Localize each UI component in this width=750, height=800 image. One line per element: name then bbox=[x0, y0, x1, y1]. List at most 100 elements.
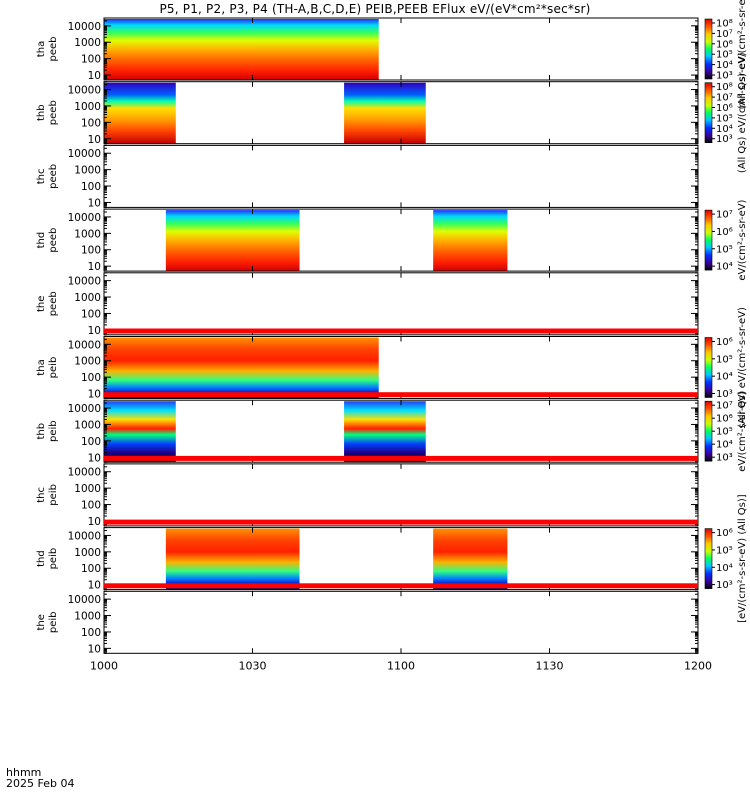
colorbar bbox=[704, 528, 713, 589]
flag-bar bbox=[104, 392, 698, 398]
y-tick-label: 10 bbox=[88, 580, 101, 592]
data-block bbox=[165, 210, 300, 272]
y-tick-label: 10000 bbox=[68, 212, 101, 224]
panel-thb-peib: 10000 1000 100 10 thb peib 10⁷ 10⁶ 10⁵ 10⁴ 10³ eV/(… bbox=[36, 391, 748, 472]
y-label-species: peib bbox=[48, 484, 59, 506]
colorbar bbox=[704, 18, 713, 80]
y-tick-label: 10000 bbox=[68, 85, 101, 97]
date-label: 2025 Feb 04 bbox=[6, 777, 75, 790]
y-tick-label: 10000 bbox=[68, 594, 101, 606]
y-label-species: peeb bbox=[48, 37, 59, 62]
y-tick-label: 10 bbox=[88, 134, 101, 146]
data-block bbox=[344, 401, 426, 463]
colorbar-tick-label: 10⁶ bbox=[716, 528, 733, 539]
y-tick-label: 100 bbox=[81, 54, 101, 66]
colorbar bbox=[704, 400, 713, 462]
y-tick-label: 1000 bbox=[74, 37, 101, 49]
y-tick-label: 10 bbox=[88, 197, 101, 209]
x-tick-label: 1100 bbox=[387, 659, 415, 672]
y-tick-label: 1000 bbox=[74, 292, 101, 304]
y-label-probe: thc bbox=[36, 169, 47, 185]
x-tick-label: 1030 bbox=[239, 659, 267, 672]
colorbar-tick-label: 10⁴ bbox=[716, 262, 733, 273]
colorbar-tick-label: 10⁶ bbox=[716, 39, 733, 50]
data-block bbox=[344, 82, 426, 144]
colorbar-tick-label: 10⁸ bbox=[716, 19, 733, 30]
y-label-probe: thc bbox=[36, 487, 47, 503]
colorbar-tick-label: 10⁵ bbox=[716, 354, 733, 365]
y-label-species: peeb bbox=[48, 291, 59, 316]
y-label-species: peib bbox=[48, 548, 59, 570]
y-label-species: peeb bbox=[48, 164, 59, 189]
data-block bbox=[104, 337, 379, 399]
panel-thd-peeb: 10000 1000 100 10 thd peeb 10⁷ 10⁶ 10⁵ 10⁴ eV/(cm²… bbox=[36, 199, 748, 280]
panel-frame bbox=[103, 463, 699, 527]
panel-frame bbox=[103, 272, 699, 336]
x-tick-label: 1000 bbox=[90, 659, 118, 672]
colorbar-tick-label: 10⁷ bbox=[716, 93, 733, 104]
flag-bar bbox=[104, 583, 698, 589]
x-tick-label: 1130 bbox=[536, 659, 564, 672]
y-tick-label: 1000 bbox=[74, 611, 101, 623]
y-label-probe: tha bbox=[36, 359, 47, 375]
colorbar-tick-label: 10³ bbox=[716, 580, 733, 591]
colorbar-tick-label: 10⁶ bbox=[716, 103, 733, 114]
colorbar-tick-label: 10⁵ bbox=[716, 427, 733, 438]
panel-frame bbox=[103, 590, 699, 654]
chart-title: P5, P1, P2, P3, P4 (TH-A,B,C,D,E) PEIB,P… bbox=[159, 2, 591, 16]
y-tick-label: 100 bbox=[81, 117, 101, 129]
colorbar-tick-label: 10⁶ bbox=[716, 337, 733, 348]
y-label-probe: thd bbox=[36, 232, 47, 249]
y-tick-label: 1000 bbox=[74, 165, 101, 177]
colorbar-tick-label: 10³ bbox=[716, 389, 733, 400]
colorbar-label: eV/(cm²-s-sr-eV) bbox=[737, 391, 748, 472]
data-block bbox=[104, 19, 379, 80]
y-tick-label: 10000 bbox=[68, 530, 101, 542]
panel-the-peeb: 10000 1000 100 10 the peeb bbox=[36, 272, 699, 337]
y-label-species: peeb bbox=[48, 228, 59, 253]
y-tick-label: 10000 bbox=[68, 276, 101, 288]
y-label-species: peib bbox=[48, 357, 59, 379]
y-tick-label: 1000 bbox=[74, 228, 101, 240]
y-tick-label: 10000 bbox=[68, 403, 101, 415]
colorbar-tick-label: 10⁴ bbox=[716, 372, 733, 383]
colorbar-tick-label: 10⁴ bbox=[716, 563, 733, 574]
colorbar-tick-label: 10⁷ bbox=[716, 210, 733, 221]
colorbar bbox=[704, 82, 713, 143]
y-tick-label: 100 bbox=[81, 181, 101, 193]
colorbar-tick-label: 10⁵ bbox=[716, 113, 733, 124]
colorbar-tick-label: 10⁸ bbox=[716, 82, 733, 93]
x-tick-label: 1200 bbox=[684, 659, 712, 672]
colorbar bbox=[704, 337, 713, 398]
colorbar-tick-label: 10⁴ bbox=[716, 60, 733, 71]
colorbar-tick-label: 10⁶ bbox=[716, 227, 733, 238]
colorbar-tick-label: 10³ bbox=[716, 453, 733, 464]
colorbar bbox=[704, 209, 713, 271]
colorbar-tick-label: 10⁴ bbox=[716, 124, 733, 135]
data-block bbox=[104, 82, 176, 144]
y-tick-label: 10 bbox=[88, 261, 101, 273]
colorbar-tick-label: 10⁵ bbox=[716, 50, 733, 61]
flag-bar bbox=[104, 519, 698, 525]
colorbar-tick-label: 10⁶ bbox=[716, 414, 733, 425]
y-tick-label: 100 bbox=[81, 563, 101, 575]
y-label-species: peeb bbox=[48, 100, 59, 125]
data-block bbox=[165, 528, 300, 590]
colorbar-tick-label: 10⁵ bbox=[716, 545, 733, 556]
flag-bar bbox=[104, 455, 698, 461]
y-tick-label: 10000 bbox=[68, 467, 101, 479]
colorbar-label: (All Qs) eV/(cm²-s-sr-eV) bbox=[737, 52, 748, 173]
colorbar-label: (All Qs) eV/(cm²-s-sr-eV) bbox=[737, 307, 748, 428]
colorbar-tick-label: 10⁵ bbox=[716, 244, 733, 255]
panel-thc-peib: 10000 1000 100 10 thc peib bbox=[36, 455, 699, 528]
time-axis-unit: hhmm bbox=[6, 766, 42, 779]
y-label-species: peib bbox=[48, 420, 59, 442]
panel-tha-peib: 10000 1000 100 10 tha peib 10⁶ 10⁵ 10⁴ 10³ (All Qs… bbox=[36, 307, 748, 428]
data-block bbox=[433, 210, 508, 272]
y-tick-label: 100 bbox=[81, 372, 101, 384]
colorbar-label: eV/(cm²-s-sr-eV) bbox=[737, 199, 748, 280]
y-label-probe: thb bbox=[36, 104, 47, 121]
y-tick-label: 1000 bbox=[74, 483, 101, 495]
